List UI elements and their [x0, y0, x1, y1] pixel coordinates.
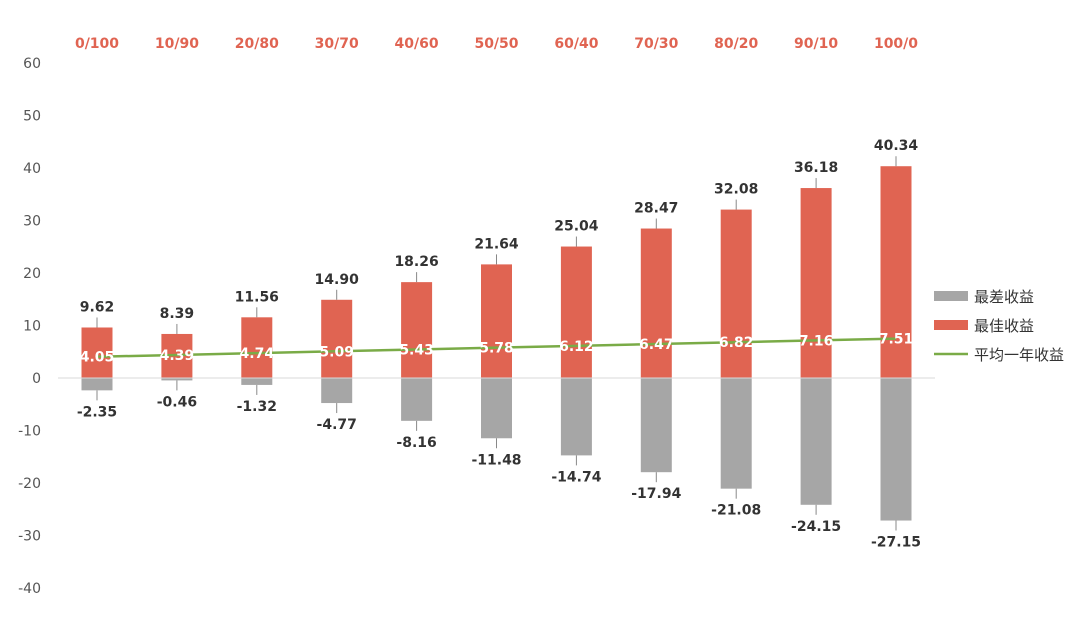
category-label: 20/80: [235, 36, 279, 52]
y-tick-label: 10: [23, 319, 41, 335]
best-value-label: 14.90: [315, 272, 360, 288]
worst-value-label: -21.08: [711, 503, 761, 519]
average-value-label: 5.43: [399, 342, 434, 358]
best-return-bar: [81, 327, 113, 378]
category-label: 30/70: [315, 36, 359, 52]
worst-value-label: -11.48: [471, 452, 521, 468]
worst-value-label: -1.32: [237, 399, 277, 415]
worst-value-label: -2.35: [77, 404, 117, 420]
worst-return-bar: [321, 378, 353, 404]
y-axis: 60 50 40 30 20 10 0 -10 -20 -30 -40: [18, 56, 41, 597]
category-label: 0/100: [75, 36, 119, 52]
worst-value-label: -8.16: [396, 435, 436, 451]
average-value-label: 7.51: [879, 332, 914, 348]
best-value-label: 32.08: [714, 182, 758, 198]
average-value-label: 4.05: [80, 350, 115, 366]
best-value-label: 18.26: [394, 254, 438, 270]
best-return-bar: [640, 228, 672, 378]
worst-value-label: -14.74: [551, 469, 601, 485]
line-series-layer: [96, 337, 897, 358]
legend-swatch-bar: [934, 291, 968, 301]
y-tick-label: -40: [18, 581, 41, 597]
average-value-label: 6.82: [719, 335, 754, 351]
worst-return-bar: [560, 378, 592, 456]
y-tick-label: 40: [23, 161, 41, 177]
average-value-label: 5.78: [479, 341, 514, 357]
worst-return-bar: [481, 378, 512, 439]
category-label: 70/30: [634, 36, 678, 52]
worst-value-label: -4.77: [317, 417, 357, 433]
best-value-label: 40.34: [874, 138, 919, 154]
best-return-bar: [241, 317, 273, 378]
best-value-label: 9.62: [80, 299, 115, 315]
best-value-label: 8.39: [160, 306, 195, 322]
best-return-bar: [720, 209, 752, 378]
bars-layer: [81, 166, 912, 521]
worst-return-bar: [640, 378, 672, 473]
average-value-label: 6.12: [559, 339, 594, 355]
best-value-label: 11.56: [235, 289, 279, 305]
legend-swatch-bar: [934, 320, 968, 330]
y-tick-label: -10: [18, 424, 41, 440]
y-tick-label: -20: [18, 476, 41, 492]
worst-value-label: -24.15: [791, 519, 841, 535]
y-tick-label: 0: [32, 371, 41, 387]
legend-label: 平均一年收益: [974, 346, 1064, 364]
y-tick-label: 60: [23, 56, 41, 72]
category-label: 90/10: [794, 36, 838, 52]
average-value-label: 6.47: [639, 337, 674, 353]
average-value-label: 5.09: [319, 344, 354, 360]
category-label: 40/60: [395, 36, 439, 52]
worst-value-label: -17.94: [631, 486, 681, 502]
category-label: 10/90: [155, 36, 199, 52]
best-value-label: 25.04: [554, 219, 599, 235]
worst-return-bar: [401, 378, 433, 421]
best-value-label: 36.18: [794, 160, 838, 176]
y-tick-label: 30: [23, 214, 41, 230]
average-value-label: 4.74: [240, 346, 275, 362]
best-return-bar: [800, 188, 832, 378]
best-return-bar: [560, 246, 592, 378]
best-return-bar: [401, 282, 433, 378]
y-tick-label: 50: [23, 109, 41, 125]
worst-return-bar: [161, 378, 193, 381]
average-value-label: 4.39: [160, 348, 195, 364]
worst-value-label: -27.15: [871, 535, 921, 551]
best-return-bar: [321, 299, 353, 378]
best-return-bar: [481, 264, 512, 378]
average-return-line: [96, 337, 897, 358]
category-axis: 0/100 10/90 20/80 30/70 40/60 50/50 60/40 70/30…: [75, 36, 918, 52]
y-tick-label: 20: [23, 266, 41, 282]
legend-label: 最差收益: [974, 288, 1034, 306]
category-label: 100/0: [874, 36, 918, 52]
average-value-label: 7.16: [799, 333, 834, 349]
legend-label: 最佳收益: [974, 317, 1034, 335]
worst-return-bar: [81, 378, 113, 391]
category-label: 60/40: [554, 36, 598, 52]
worst-return-bar: [720, 378, 752, 489]
worst-return-bar: [800, 378, 832, 505]
label-leader-lines: [96, 156, 897, 531]
data-labels-layer: 9.62 -2.35 8.39 -0.46 11.56 -1.32 14.90 -4.77 18…: [77, 138, 921, 550]
best-value-label: 21.64: [474, 236, 519, 252]
worst-value-label: -0.46: [157, 394, 197, 410]
category-label: 80/20: [714, 36, 758, 52]
y-tick-label: -30: [18, 529, 41, 545]
worst-return-bar: [880, 378, 912, 521]
category-label: 50/50: [474, 36, 518, 52]
best-return-bar: [880, 166, 912, 378]
best-value-label: 28.47: [634, 201, 678, 217]
worst-return-bar: [241, 378, 273, 385]
